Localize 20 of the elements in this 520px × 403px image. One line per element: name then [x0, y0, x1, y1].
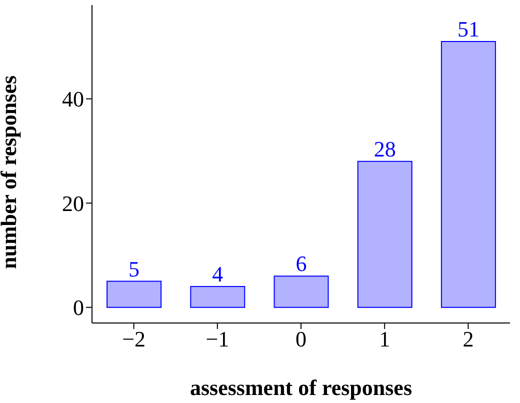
bar [440, 40, 496, 308]
data-label: 5 [128, 256, 140, 282]
x-tick-label: −2 [122, 326, 146, 352]
x-tick-label: 0 [296, 326, 306, 352]
data-label: 28 [374, 136, 396, 162]
x-tick-label: −1 [206, 326, 230, 352]
bar [274, 276, 329, 308]
bar [106, 280, 162, 308]
x-axis-title: assessment of responses [190, 375, 412, 400]
y-tick-label: 40 [62, 86, 84, 112]
y-tick-label: 20 [62, 190, 84, 216]
bar [190, 286, 246, 308]
data-label: 6 [296, 251, 307, 276]
data-label: 4 [212, 262, 224, 287]
y-tick-label: 0 [73, 295, 84, 320]
y-axis-title: number of responses [0, 75, 21, 269]
x-tick-label: 1 [379, 326, 390, 352]
x-tick-label: 2 [462, 326, 474, 352]
data-label: 51 [457, 16, 480, 42]
bar [357, 160, 412, 308]
